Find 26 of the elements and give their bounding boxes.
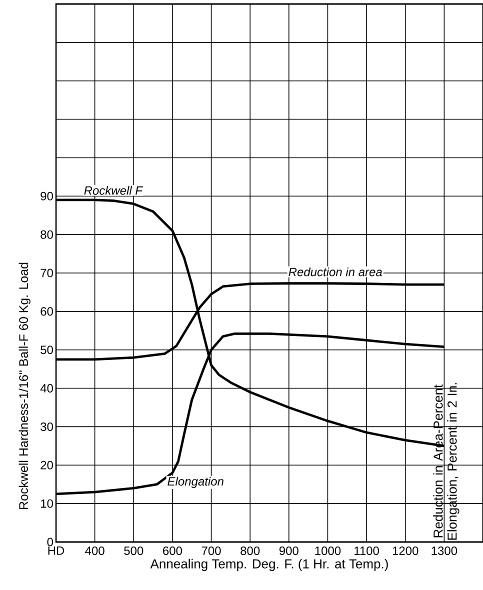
x-tick-label: 1200 <box>392 546 418 556</box>
y-tick-label: 20 <box>40 460 53 470</box>
series-label: Elongation <box>168 476 224 488</box>
x-tick-label: 800 <box>240 546 260 556</box>
x-tick-label: 900 <box>279 546 298 556</box>
y-tick-label: 80 <box>40 230 53 239</box>
y-tick-label: 40 <box>40 384 53 393</box>
y-tick-label: 10 <box>41 499 53 508</box>
x-tick-label: 400 <box>85 546 104 556</box>
y-axis-title: Rockwell Hardness-1/16" Ball-F 60 Kg. Load <box>18 262 30 509</box>
x-tick-label: 1000 <box>315 546 341 556</box>
x-tick-label: 600 <box>163 546 182 556</box>
y-tick-label: 50 <box>40 346 53 354</box>
series-label: Reduction in area <box>288 267 382 276</box>
y-tick-label: 30 <box>40 422 53 431</box>
x-axis-title: Annealing Temp. Deg. F. (1 Hr. at Temp.) <box>150 558 388 572</box>
x-tick-label: 1300 <box>432 546 458 556</box>
series-label: Rockwell F <box>84 186 144 195</box>
y-tick-label: 0 <box>47 538 53 546</box>
x-tick-label: 700 <box>202 546 221 556</box>
x-tick-label: HD <box>48 546 64 555</box>
y-tick-label: 60 <box>40 307 53 316</box>
x-tick-label: 1100 <box>354 546 379 556</box>
y-tick-label: 90 <box>40 192 53 200</box>
x-tick-label: 500 <box>124 546 144 556</box>
y-tick-label: 70 <box>40 268 53 278</box>
